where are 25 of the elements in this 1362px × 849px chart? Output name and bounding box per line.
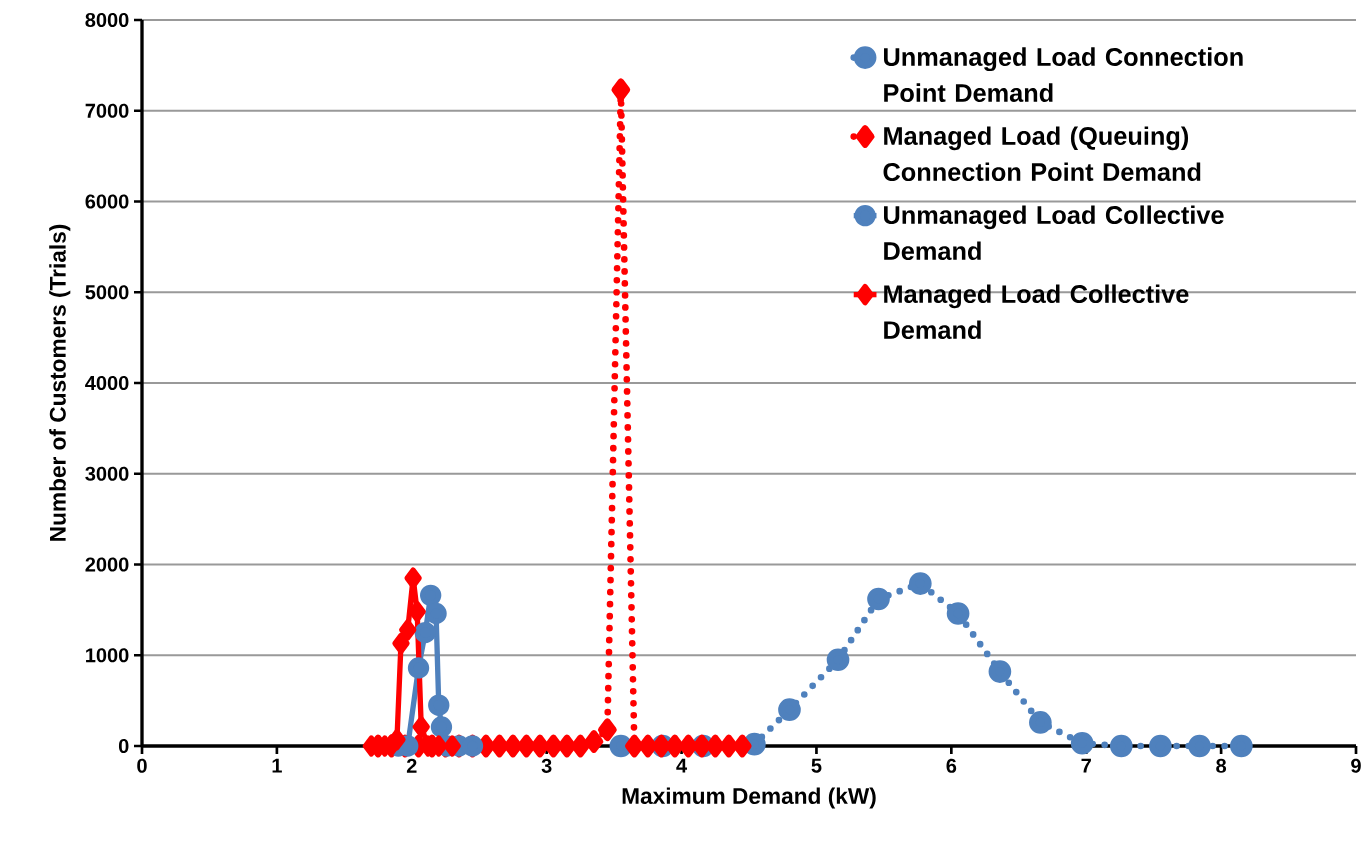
x-tick-label: 7 xyxy=(1081,758,1091,773)
x-tick-label: 3 xyxy=(541,758,552,773)
y-tick-label: 6000 xyxy=(85,194,129,209)
y-tick-label: 2000 xyxy=(85,557,129,572)
y-tick-label: 0 xyxy=(118,738,129,754)
x-tick-label: 1 xyxy=(272,758,282,773)
y-tick-label: 5000 xyxy=(85,285,129,300)
x-tick-label: 9 xyxy=(1351,758,1361,773)
x-tick-label: 8 xyxy=(1216,758,1227,773)
legend-label: Managed Load (Queuing) Connection Point Demand xyxy=(883,126,1201,182)
x-tick-label: 4 xyxy=(676,758,688,773)
y-tick-label: 3000 xyxy=(85,466,129,481)
legend-label: Unmanaged Load Connection Point Demand xyxy=(884,47,1243,102)
x-tick-label: 2 xyxy=(406,758,417,773)
y-tick-label: 4000 xyxy=(85,375,129,391)
x-tick-label: 5 xyxy=(811,758,822,773)
x-axis-title: Maximum Demand (kW) xyxy=(622,787,876,809)
x-tick-label: 0 xyxy=(137,758,147,773)
y-tick-label: 1000 xyxy=(86,648,129,663)
x-tick-label: 6 xyxy=(946,758,957,773)
legend-label: Managed Load Collective Demand xyxy=(884,284,1189,340)
y-axis-title: Number of Customers (Trials) xyxy=(49,224,71,541)
y-tick-label: 8000 xyxy=(85,12,129,28)
y-tick-label: 7000 xyxy=(85,103,129,118)
legend-label: Unmanaged Load Collective Demand xyxy=(884,205,1224,261)
